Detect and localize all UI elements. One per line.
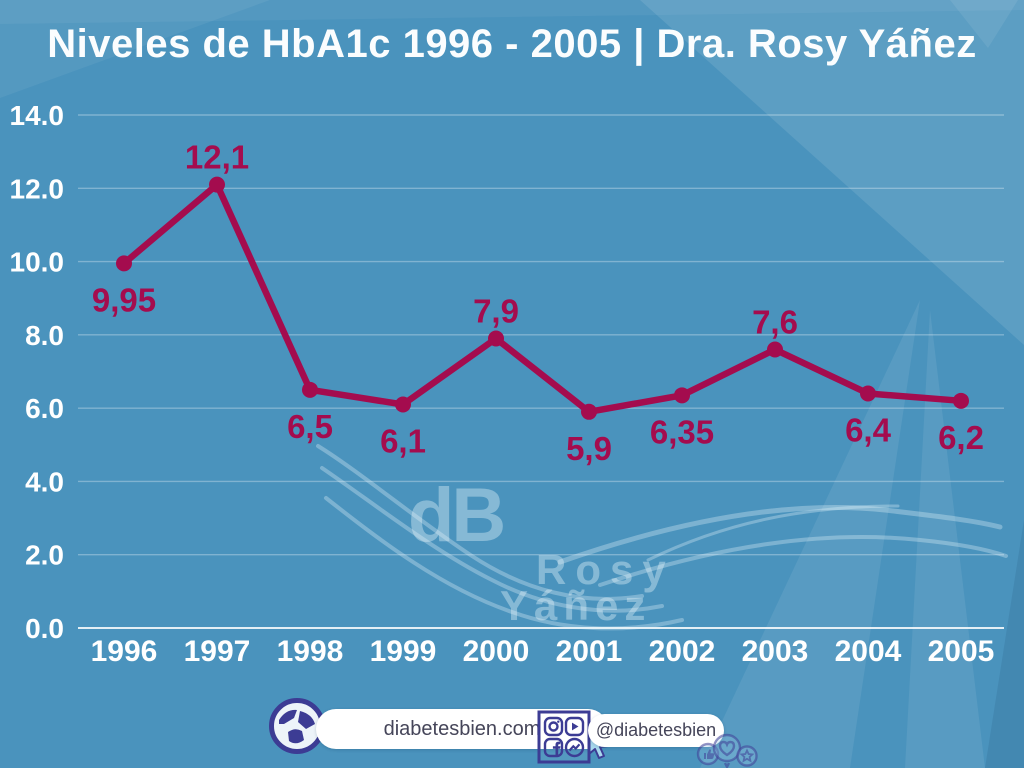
- data-point-label: 6,35: [650, 413, 714, 450]
- data-point: [209, 176, 225, 193]
- x-tick-label: 2001: [556, 635, 623, 668]
- facet-bottom-corner: [985, 520, 1024, 768]
- watermark-logo: dB: [408, 473, 506, 558]
- data-point: [116, 255, 132, 272]
- facet-bottom-a: [700, 300, 920, 768]
- data-point: [302, 381, 318, 398]
- wave-line: [320, 466, 664, 613]
- x-tick-label: 2004: [835, 635, 902, 668]
- facet-top-left: [0, 0, 270, 98]
- wave-line: [598, 535, 1008, 587]
- messenger-icon: [564, 737, 585, 758]
- facet-top-strip: [0, 0, 1024, 24]
- data-point-label: 9,95: [92, 281, 156, 318]
- x-tick-label: 2002: [649, 635, 716, 668]
- watermark-name-line2: Yáñez: [500, 582, 652, 629]
- reaction-balloons: [696, 733, 758, 768]
- data-point: [767, 341, 783, 358]
- x-tick-label: 1999: [370, 635, 437, 668]
- x-tick-label: 1998: [277, 635, 344, 668]
- wave-line: [557, 504, 1003, 565]
- data-point-label: 6,4: [845, 411, 892, 448]
- data-point-label: 6,1: [380, 422, 426, 459]
- data-point-label: 5,9: [566, 430, 612, 467]
- social-label: @diabetesbien: [595, 720, 717, 740]
- website-badge[interactable]: diabetesbien.com: [316, 709, 608, 749]
- data-point: [395, 396, 411, 413]
- y-tick-label: 8.0: [25, 320, 64, 351]
- instagram-icon: [543, 716, 564, 737]
- y-tick-label: 12.0: [10, 173, 65, 204]
- data-point: [488, 330, 504, 347]
- y-tick-label: 0.0: [25, 613, 64, 644]
- x-tick-label: 2005: [928, 635, 995, 668]
- trend-line: [120, 181, 965, 416]
- social-grid-icon: [537, 710, 591, 764]
- x-tick-label: 1996: [91, 635, 158, 668]
- wave-line: [316, 444, 644, 601]
- data-point-label: 6,5: [287, 408, 333, 445]
- y-tick-label: 14.0: [10, 100, 65, 131]
- x-tick-label: 2003: [742, 635, 809, 668]
- wave-line: [324, 496, 684, 631]
- facet-top-corner: [950, 0, 1018, 48]
- heart-balloon-icon: [712, 733, 742, 768]
- social-badge[interactable]: @diabetesbien: [588, 714, 724, 747]
- data-point: [674, 387, 690, 404]
- data-point: [953, 392, 969, 409]
- watermark-name-line1: Rosy: [536, 546, 675, 593]
- data-point-label: 12,1: [185, 139, 249, 176]
- chart-title: Niveles de HbA1c 1996 - 2005 | Dra. Rosy…: [47, 22, 977, 66]
- facet-bottom-b: [905, 310, 985, 768]
- y-tick-label: 2.0: [25, 540, 64, 571]
- y-tick-label: 10.0: [10, 247, 65, 278]
- x-tick-label: 2000: [463, 635, 530, 668]
- data-point: [860, 385, 876, 402]
- x-tick-label: 1997: [184, 635, 251, 668]
- y-tick-label: 4.0: [25, 466, 64, 497]
- website-label: diabetesbien.com: [383, 717, 541, 740]
- data-point-label: 6,2: [938, 419, 984, 456]
- facebook-icon: [543, 737, 564, 758]
- data-point-label: 7,9: [473, 293, 519, 330]
- y-tick-label: 6.0: [25, 393, 64, 424]
- youtube-icon: [564, 716, 585, 737]
- wave-line: [646, 504, 900, 562]
- data-point-label: 7,6: [752, 304, 798, 341]
- data-point: [581, 403, 597, 420]
- star-balloon-icon: [736, 745, 758, 767]
- facet-top-right: [640, 0, 1024, 345]
